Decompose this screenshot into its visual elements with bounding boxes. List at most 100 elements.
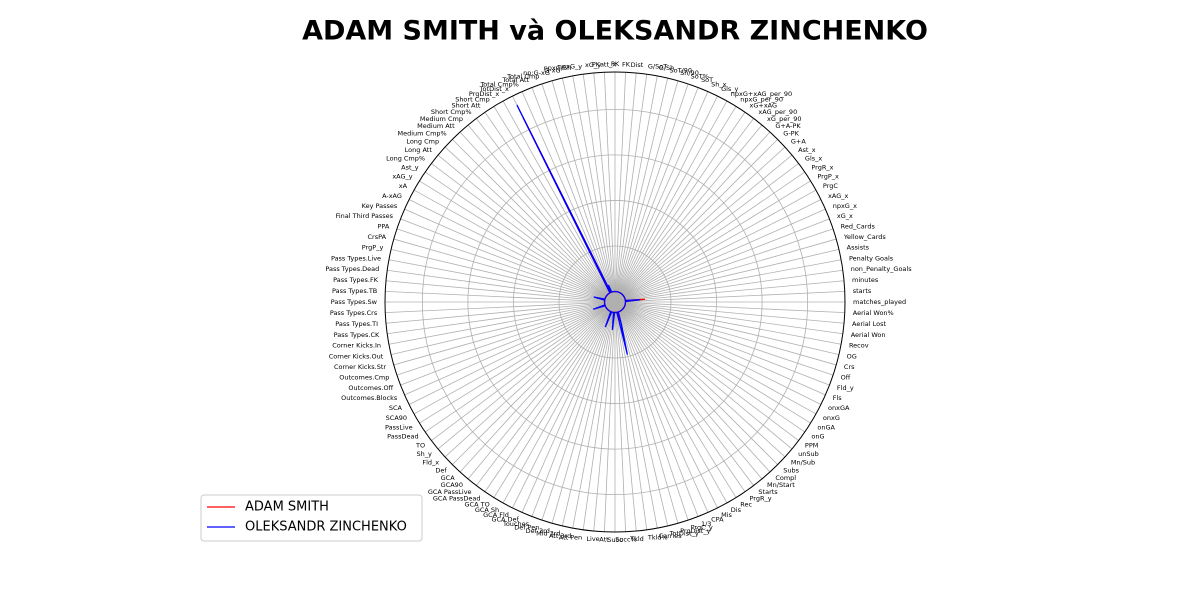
category-label: PPM bbox=[805, 441, 818, 449]
category-label: PassDead bbox=[387, 433, 419, 441]
category-label: G-xG bbox=[544, 66, 560, 74]
category-label: Crs bbox=[844, 363, 855, 371]
category-label: GCA bbox=[441, 474, 456, 482]
grid-ring bbox=[513, 200, 717, 404]
category-label: Key Passes bbox=[362, 202, 398, 210]
spoke bbox=[614, 301, 718, 509]
spoke bbox=[614, 301, 845, 314]
category-label: G+A bbox=[791, 138, 806, 146]
spoke bbox=[541, 301, 616, 521]
category-label: Dist bbox=[631, 61, 644, 69]
category-label: GCA Sh bbox=[475, 506, 499, 514]
spoke bbox=[614, 301, 843, 335]
category-label: SoT bbox=[701, 76, 713, 84]
spoke bbox=[493, 106, 616, 303]
category-label: Ast_y bbox=[401, 163, 419, 171]
category-label: PKatt_x bbox=[592, 60, 616, 68]
category-label: PrgP_y bbox=[362, 244, 384, 252]
spoke bbox=[452, 301, 616, 465]
spoke bbox=[593, 301, 616, 532]
category-label: Def Pen bbox=[514, 524, 539, 532]
category-label: Pass Types.CK bbox=[334, 331, 380, 339]
spoke bbox=[408, 199, 616, 303]
category-label: onGA bbox=[817, 423, 835, 431]
spoke bbox=[388, 259, 616, 303]
spoke bbox=[400, 301, 616, 386]
spoke bbox=[400, 218, 616, 303]
spoke bbox=[531, 301, 616, 517]
spoke bbox=[385, 280, 616, 303]
category-label: Aerial Lost bbox=[852, 320, 887, 328]
spoke bbox=[391, 248, 616, 303]
category-label: xG_y bbox=[585, 61, 601, 69]
spoke bbox=[593, 72, 616, 303]
spoke bbox=[572, 301, 616, 529]
category-label: xAG_per_90 bbox=[758, 108, 797, 116]
category-label: G+A-PK bbox=[775, 122, 801, 130]
category-label: GCA Def bbox=[491, 516, 519, 524]
category-label: Outcomes.Cmp bbox=[339, 374, 389, 382]
spoke bbox=[521, 301, 616, 513]
spoke bbox=[614, 75, 658, 303]
category-label: PrgDist_y bbox=[680, 527, 710, 535]
category-label: Ast_x bbox=[798, 146, 816, 154]
spoke bbox=[614, 301, 627, 532]
legend-box bbox=[200, 494, 423, 542]
category-label: Yellow_Cards bbox=[843, 233, 886, 241]
spoke bbox=[467, 124, 616, 303]
spoke bbox=[614, 301, 699, 517]
spoke bbox=[614, 163, 799, 303]
category-label: minutes bbox=[852, 276, 879, 284]
category-label: A-xAG bbox=[382, 192, 402, 200]
spoke bbox=[419, 301, 616, 424]
category-label: Total Cmp bbox=[506, 72, 539, 80]
category-label: GCA PassDead bbox=[433, 494, 481, 502]
category-label: Succ% bbox=[615, 536, 637, 544]
spoke bbox=[614, 301, 817, 415]
spoke bbox=[603, 72, 616, 303]
spoke bbox=[561, 78, 616, 303]
legend-label: OLEKSANDR ZINCHENKO bbox=[245, 520, 407, 535]
category-label: Outcomes.Off bbox=[348, 384, 393, 392]
spoke bbox=[614, 301, 793, 450]
category-label: Final Third Passes bbox=[336, 212, 394, 220]
spoke bbox=[614, 301, 709, 513]
category-label: TO bbox=[415, 441, 425, 449]
spoke bbox=[614, 171, 805, 303]
category-label: CrsPA bbox=[368, 233, 387, 241]
category-label: FK bbox=[622, 60, 631, 68]
category-label: Short Cmp% bbox=[431, 108, 472, 116]
spoke bbox=[437, 154, 616, 303]
spoke bbox=[572, 75, 616, 303]
spoke bbox=[614, 290, 845, 303]
category-label: Gls_y bbox=[721, 85, 738, 93]
spoke bbox=[614, 80, 679, 303]
category-label: Rec bbox=[740, 500, 752, 508]
spoke bbox=[431, 163, 616, 303]
spoke bbox=[614, 301, 771, 473]
category-label: onG bbox=[811, 433, 824, 441]
category-label: Red_Cards bbox=[841, 222, 876, 230]
category-label: Fld_y bbox=[837, 384, 854, 392]
spoke bbox=[603, 301, 616, 532]
spoke bbox=[614, 269, 843, 303]
spoke bbox=[404, 301, 616, 396]
category-label: Touches bbox=[502, 520, 530, 528]
category-label: Medium Cmp% bbox=[397, 130, 446, 138]
spoke bbox=[614, 87, 699, 303]
spoke bbox=[484, 301, 616, 492]
spoke bbox=[614, 301, 822, 405]
spoke bbox=[493, 301, 616, 498]
spoke bbox=[437, 301, 616, 450]
category-label: Fld_x bbox=[422, 458, 439, 466]
category-label: Mn/Start bbox=[767, 481, 795, 489]
grid-ring bbox=[421, 108, 809, 496]
spoke bbox=[425, 171, 616, 303]
spoke bbox=[614, 139, 778, 303]
spoke bbox=[614, 72, 637, 303]
spoke bbox=[385, 301, 616, 314]
spoke bbox=[393, 301, 616, 366]
category-label: Long Att bbox=[405, 146, 433, 154]
category-label: Carries bbox=[659, 532, 683, 540]
category-label: Subs bbox=[783, 466, 799, 474]
